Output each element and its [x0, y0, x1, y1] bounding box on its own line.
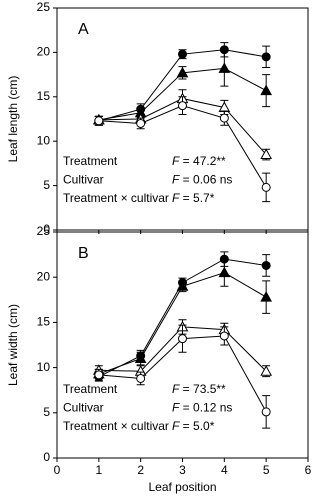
y-tick-label: 15	[37, 89, 51, 103]
stat-symbol: F	[172, 401, 180, 415]
marker	[94, 370, 104, 380]
x-axis-label: Leaf position	[148, 480, 216, 494]
marker	[218, 62, 231, 73]
marker	[261, 182, 271, 192]
marker	[94, 116, 104, 126]
marker	[178, 334, 187, 344]
y-axis-label: Leaf width (cm)	[6, 304, 20, 386]
series-line	[98, 258, 267, 378]
y-tick-label: 0	[43, 450, 50, 464]
effect-stat: F = 5.0*	[172, 419, 215, 433]
effect-stat: F = 0.06 ns	[172, 173, 232, 187]
marker	[219, 331, 229, 341]
y-axis-label: Leaf length (cm)	[6, 76, 20, 163]
stat-symbol: F	[172, 382, 180, 396]
effect-term: Treatment	[63, 382, 118, 396]
marker	[260, 291, 273, 302]
y-tick-label: 5	[43, 178, 50, 192]
stat-value: = 5.7*	[179, 191, 214, 205]
x-tick-label: 0	[54, 463, 61, 477]
marker	[134, 352, 147, 364]
marker	[260, 148, 273, 160]
y-tick-label: 20	[37, 269, 51, 283]
x-tick-label: 2	[137, 463, 144, 477]
x-tick-label: 6	[305, 463, 312, 477]
marker	[261, 52, 271, 62]
stat-symbol: F	[172, 154, 180, 168]
effect-term: Treatment × cultivar	[63, 419, 169, 433]
effect-term: Treatment × cultivar	[63, 191, 169, 205]
marker	[178, 101, 187, 111]
marker	[261, 260, 271, 270]
effect-stat: F = 73.5**	[172, 382, 226, 396]
marker	[136, 373, 146, 383]
y-tick-label: 0	[43, 222, 50, 236]
effect-stat: F = 0.12 ns	[172, 401, 232, 415]
marker	[261, 407, 271, 417]
y-tick-label: 5	[43, 405, 50, 419]
effect-term: Cultivar	[63, 173, 104, 187]
marker	[176, 280, 189, 291]
stat-value: = 73.5**	[179, 382, 226, 396]
marker	[219, 113, 229, 123]
marker	[176, 66, 189, 78]
marker	[260, 365, 273, 376]
y-tick-label: 25	[37, 224, 51, 238]
stat-value: = 5.0*	[179, 419, 214, 433]
stat-symbol: F	[172, 191, 180, 205]
stat-symbol: F	[172, 173, 180, 187]
x-tick-label: 1	[95, 463, 102, 477]
panel-label: A	[78, 21, 89, 38]
marker	[218, 266, 231, 278]
stat-symbol: F	[172, 419, 180, 433]
effect-term: Treatment	[63, 154, 118, 168]
y-tick-label: 10	[37, 133, 51, 147]
effect-term: Cultivar	[63, 401, 104, 415]
stat-value: = 47.2**	[179, 154, 226, 168]
effect-stat: F = 47.2**	[172, 154, 226, 168]
y-tick-label: 25	[37, 0, 51, 14]
effect-stat: F = 5.7*	[172, 191, 215, 205]
panel-label: B	[78, 245, 89, 262]
stat-value: = 0.12 ns	[179, 401, 232, 415]
y-tick-label: 15	[37, 315, 51, 329]
y-tick-label: 20	[37, 45, 51, 59]
x-tick-label: 5	[263, 463, 270, 477]
x-tick-label: 4	[221, 463, 228, 477]
marker	[178, 49, 187, 59]
stat-value: = 0.06 ns	[179, 173, 232, 187]
x-tick-label: 3	[179, 463, 186, 477]
marker	[136, 118, 146, 128]
marker	[260, 84, 273, 96]
y-tick-label: 10	[37, 360, 51, 374]
